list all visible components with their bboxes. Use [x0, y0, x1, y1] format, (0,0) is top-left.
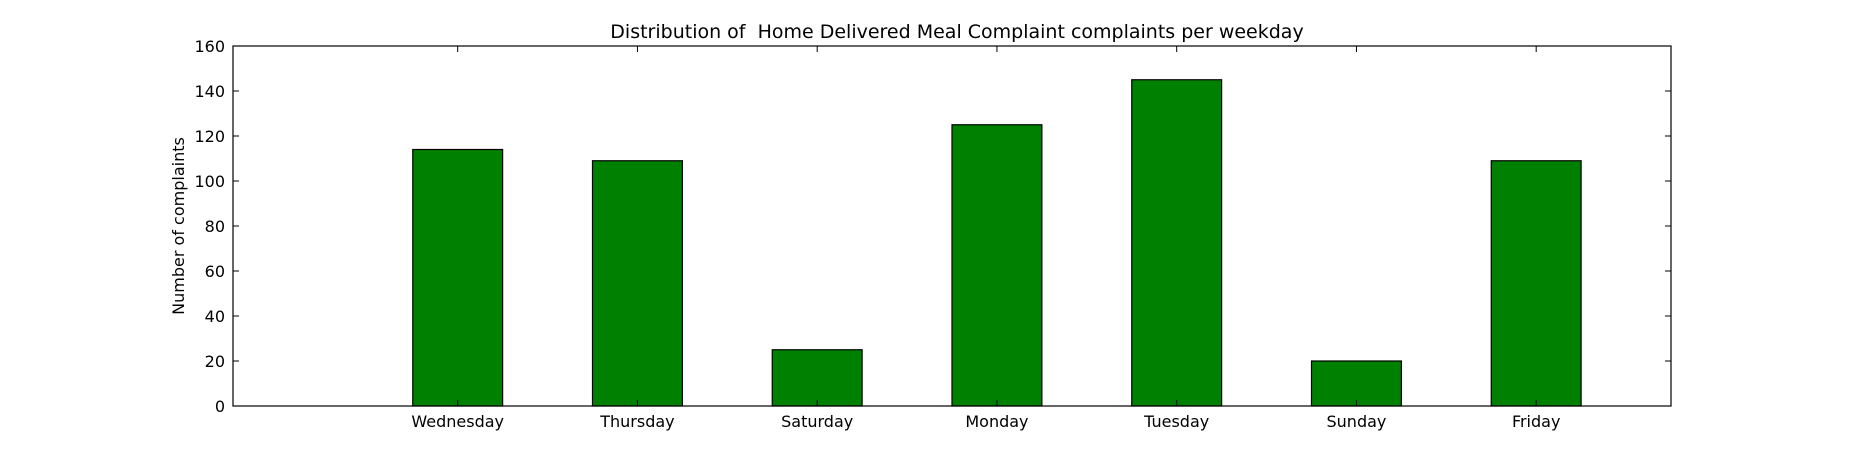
- bars-layer: [412, 79, 1582, 407]
- x-tick-label: Tuesday: [1143, 412, 1209, 431]
- y-tick-label: 40: [205, 307, 225, 326]
- ticks-layer: Wednesday Thursday Saturday Monday Tuesday Su…: [194, 37, 1671, 431]
- y-tick-label: 120: [194, 127, 225, 146]
- y-axis-label: Number of complaints: [169, 137, 188, 315]
- plot-area-frame: [232, 45, 1672, 407]
- bar-tuesday: [1131, 79, 1223, 407]
- bar-wednesday: [412, 148, 504, 407]
- y-tick-label: 60: [205, 262, 225, 281]
- y-tick-label: 20: [205, 352, 225, 371]
- y-tick-label: 160: [194, 37, 225, 56]
- y-tick-label: 100: [194, 172, 225, 191]
- y-tick-label: 80: [205, 217, 225, 236]
- chart-title: Distribution of Home Delivered Meal Comp…: [610, 21, 1303, 43]
- y-tick-label: 0: [215, 397, 225, 416]
- x-tick-label: Thursday: [599, 412, 674, 431]
- x-tick-label: Sunday: [1327, 412, 1387, 431]
- bar-monday: [951, 124, 1043, 407]
- x-tick-label: Monday: [965, 412, 1028, 431]
- bar-friday: [1490, 160, 1582, 407]
- bar-sunday: [1310, 360, 1402, 407]
- x-tick-label: Saturday: [781, 412, 853, 431]
- bar-thursday: [591, 160, 683, 407]
- bar-saturday: [771, 349, 863, 407]
- y-tick-label: 140: [194, 82, 225, 101]
- x-tick-label: Wednesday: [411, 412, 504, 431]
- x-tick-label: Friday: [1512, 412, 1561, 431]
